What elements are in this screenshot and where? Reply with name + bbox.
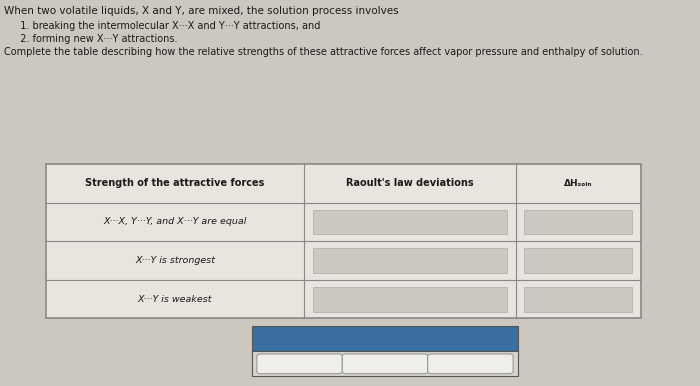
Bar bbox=[313, 287, 507, 312]
Bar bbox=[46, 164, 641, 318]
FancyBboxPatch shape bbox=[342, 354, 428, 374]
Text: zero: zero bbox=[374, 359, 395, 368]
Bar bbox=[313, 248, 507, 273]
Text: Strength of the attractive forces: Strength of the attractive forces bbox=[85, 178, 265, 188]
FancyBboxPatch shape bbox=[257, 354, 342, 374]
Text: 2. forming new X···Y attractions.: 2. forming new X···Y attractions. bbox=[14, 34, 178, 44]
FancyBboxPatch shape bbox=[428, 354, 513, 374]
Bar bbox=[524, 210, 632, 234]
Bar bbox=[252, 351, 518, 376]
Text: positive: positive bbox=[452, 359, 489, 368]
Bar bbox=[524, 287, 632, 312]
Text: Complete the table describing how the relative strengths of these attractive for: Complete the table describing how the re… bbox=[4, 47, 642, 57]
Text: Answer Bank: Answer Bank bbox=[346, 334, 424, 344]
Text: When two volatile liquids, X and Y, are mixed, the solution process involves: When two volatile liquids, X and Y, are … bbox=[4, 6, 398, 16]
Bar bbox=[252, 326, 518, 351]
Text: X···Y is strongest: X···Y is strongest bbox=[135, 256, 215, 265]
Bar bbox=[524, 248, 632, 273]
Text: 1. breaking the intermolecular X···X and Y···Y attractions, and: 1. breaking the intermolecular X···X and… bbox=[14, 21, 321, 31]
Text: negative: negative bbox=[279, 359, 321, 368]
Text: Raoult's law deviations: Raoult's law deviations bbox=[346, 178, 474, 188]
Text: X···Y is weakest: X···Y is weakest bbox=[138, 295, 212, 304]
Text: ΔHₛₒₗₙ: ΔHₛₒₗₙ bbox=[564, 179, 592, 188]
Bar bbox=[313, 210, 507, 234]
Text: X···X, Y···Y, and X···Y are equal: X···X, Y···Y, and X···Y are equal bbox=[103, 217, 246, 227]
